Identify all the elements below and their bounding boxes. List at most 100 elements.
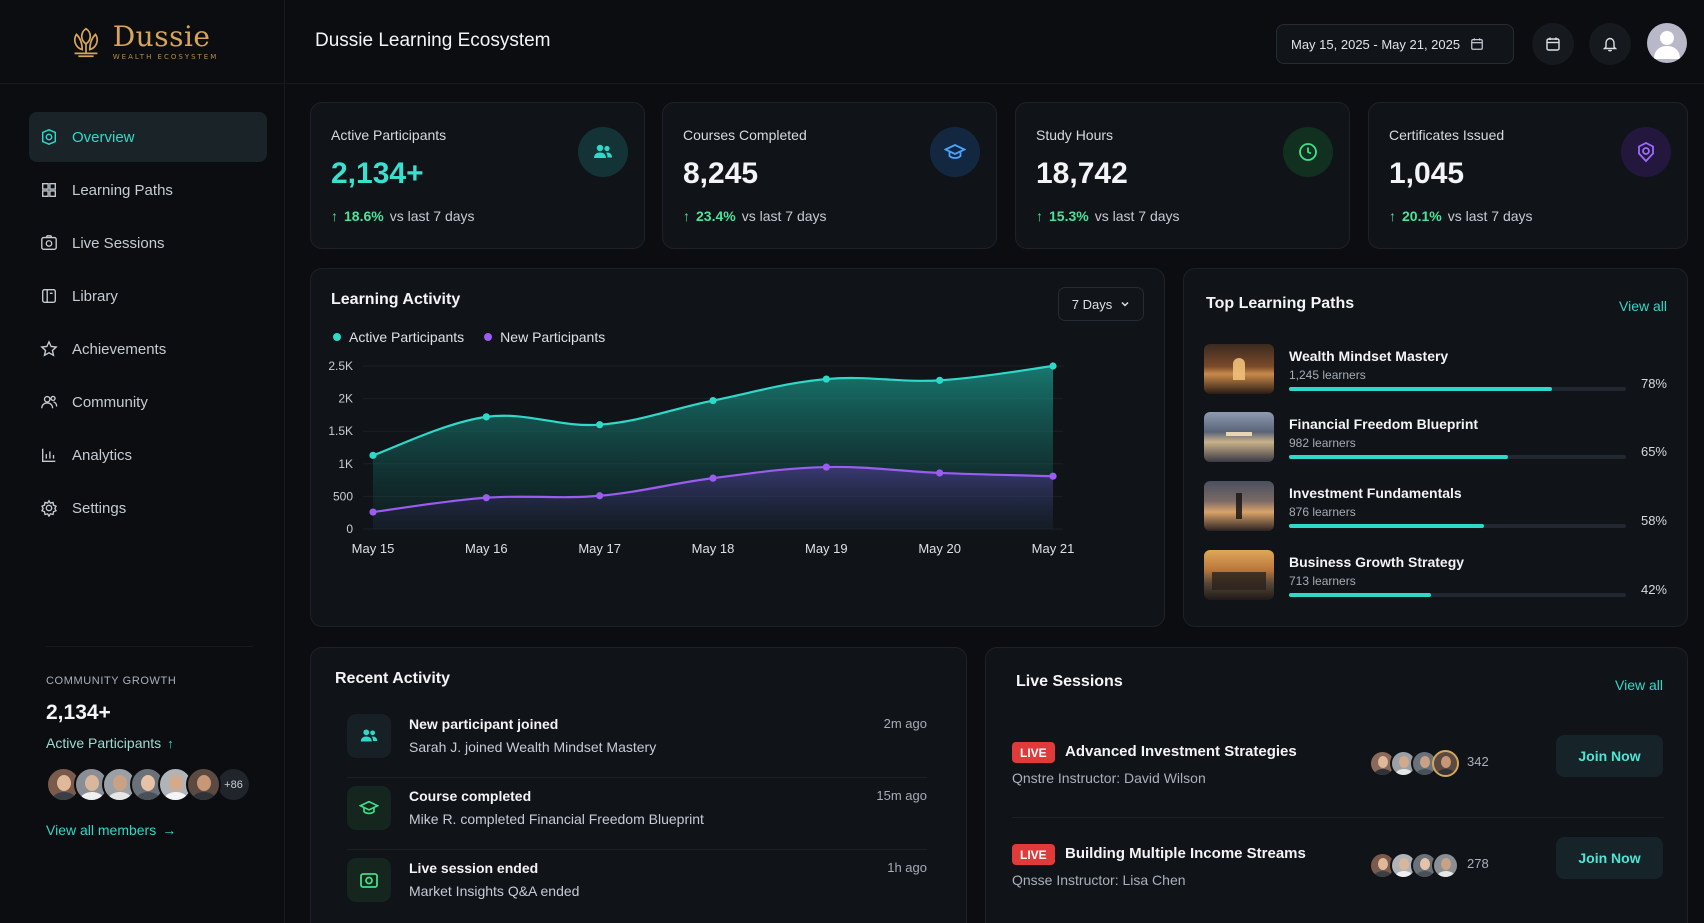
activity-desc: Market Insights Q&A ended: [409, 883, 580, 899]
x-tick-label: May 19: [805, 541, 848, 556]
path-progress-fill: [1289, 455, 1509, 459]
list-item[interactable]: Live session ended Market Insights Q&A e…: [347, 852, 927, 922]
x-tick-label: May 17: [578, 541, 621, 556]
view-all-members-label: View all members: [46, 822, 157, 838]
certificate-icon: [1621, 127, 1671, 177]
date-range-picker[interactable]: May 15, 2025 - May 21, 2025: [1276, 24, 1514, 64]
user-avatar[interactable]: [1647, 23, 1687, 63]
sidebar-item-label: Community: [72, 393, 148, 411]
activity-desc: Sarah J. joined Wealth Mindset Mastery: [409, 739, 657, 755]
community-growth: COMMUNITY GROWTH 2,134+ Active Participa…: [46, 646, 253, 838]
y-tick-label: 2K: [338, 392, 353, 406]
settings-icon: [40, 499, 58, 518]
arrow-up-icon: ↑: [331, 208, 338, 224]
join-now-button[interactable]: Join Now: [1556, 837, 1663, 879]
more-members-count[interactable]: +86: [216, 767, 251, 802]
calendar-icon: [1471, 38, 1483, 50]
legend-item-active[interactable]: Active Participants: [333, 329, 464, 345]
list-item[interactable]: Business Growth Strategy 713 learners 42…: [1204, 550, 1667, 602]
sidebar-item-overview[interactable]: Overview: [29, 112, 267, 162]
notifications-button[interactable]: [1589, 23, 1631, 65]
legend-dot: [484, 333, 493, 341]
stat-delta: ↑ 20.1% vs last 7 days: [1389, 208, 1533, 224]
view-all-sessions-link[interactable]: View all: [1615, 677, 1663, 693]
stat-label: Courses Completed: [683, 127, 807, 143]
sidebar-item-label: Achievements: [72, 340, 167, 358]
x-tick-label: May 21: [1032, 541, 1075, 556]
stat-delta-pct: 23.4%: [696, 208, 736, 224]
data-point: [822, 375, 830, 383]
y-tick-label: 0: [346, 522, 353, 536]
path-progress-fill: [1289, 387, 1552, 391]
legend-dot: [333, 333, 341, 341]
graduation-cap-icon: [930, 127, 980, 177]
path-name: Investment Fundamentals: [1289, 485, 1462, 501]
path-thumbnail: [1204, 412, 1274, 462]
list-item: LIVE Building Multiple Income Streams Qn…: [1012, 830, 1664, 920]
stat-label: Study Hours: [1036, 127, 1114, 143]
stat-delta: ↑ 23.4% vs last 7 days: [683, 208, 827, 224]
sidebar-item-live-sessions[interactable]: Live Sessions: [29, 218, 267, 268]
path-progress-track: [1289, 387, 1626, 391]
arrow-right-icon: →: [162, 822, 177, 838]
attendee-count: 342: [1467, 754, 1489, 769]
list-item[interactable]: Financial Freedom Blueprint 982 learners…: [1204, 412, 1667, 464]
sidebar-item-settings[interactable]: Settings: [29, 483, 267, 533]
path-percent: 58%: [1640, 513, 1667, 528]
learning-activity-card: Learning Activity 7 Days Active Particip…: [310, 268, 1165, 627]
arrow-up-icon: ↑: [683, 208, 690, 224]
list-item[interactable]: Wealth Mindset Mastery 1,245 learners 78…: [1204, 344, 1667, 396]
card-title: Top Learning Paths: [1206, 295, 1355, 312]
avatar: [102, 767, 137, 802]
data-point: [596, 421, 604, 429]
overview-icon: [40, 128, 58, 146]
avatar: [186, 767, 221, 802]
x-tick-label: May 16: [465, 541, 508, 556]
path-progress-track: [1289, 524, 1626, 528]
sidebar-item-library[interactable]: Library: [29, 271, 267, 321]
list-item[interactable]: Course completed Mike R. completed Finan…: [347, 780, 927, 850]
activity-time: 15m ago: [876, 788, 927, 803]
live-sessions-icon: [40, 234, 58, 252]
arrow-up-icon: ↑: [167, 735, 174, 751]
list-item[interactable]: New participant joined Sarah J. joined W…: [347, 708, 927, 778]
users-icon: [347, 714, 391, 758]
x-tick-label: May 15: [352, 541, 395, 556]
legend-label: New Participants: [500, 329, 606, 345]
x-tick-label: May 20: [918, 541, 961, 556]
sidebar-item-achievements[interactable]: Achievements: [29, 324, 267, 374]
path-learners: 1,245 learners: [1289, 368, 1366, 382]
users-icon: [578, 127, 628, 177]
view-all-paths-link[interactable]: View all: [1619, 298, 1667, 314]
card-title: Live Sessions: [1016, 673, 1123, 690]
date-range-label: May 15, 2025 - May 21, 2025: [1291, 36, 1461, 52]
y-tick-label: 1.5K: [328, 424, 353, 438]
view-all-members-link[interactable]: View all members →: [46, 822, 253, 838]
range-select[interactable]: 7 Days: [1058, 287, 1144, 321]
join-now-button[interactable]: Join Now: [1556, 735, 1663, 777]
stat-card-courses-completed: Courses Completed 8,245 ↑ 23.4% vs last …: [662, 102, 997, 249]
stat-delta-text: vs last 7 days: [741, 208, 827, 224]
brand[interactable]: Dussie WEALTH ECOSYSTEM: [0, 0, 285, 84]
calendar-button[interactable]: [1532, 23, 1574, 65]
list-item[interactable]: Investment Fundamentals 876 learners 58%: [1204, 481, 1667, 533]
sidebar-item-analytics[interactable]: Analytics: [29, 430, 267, 480]
chevron-down-icon: [1120, 297, 1130, 312]
member-avatars[interactable]: +86: [46, 767, 253, 802]
sidebar-item-community[interactable]: Community: [29, 377, 267, 427]
stat-delta-pct: 20.1%: [1402, 208, 1442, 224]
path-progress-track: [1289, 593, 1626, 597]
data-point: [936, 469, 944, 477]
sidebar-item-label: Overview: [72, 128, 135, 146]
legend-item-new[interactable]: New Participants: [484, 329, 605, 345]
data-point: [936, 376, 944, 384]
list-item: LIVE Advanced Investment Strategies Qnst…: [1012, 728, 1664, 818]
arrow-up-icon: ↑: [1389, 208, 1396, 224]
path-thumbnail: [1204, 481, 1274, 531]
live-badge: LIVE: [1012, 742, 1055, 763]
sidebar-item-learning-paths[interactable]: Learning Paths: [29, 165, 267, 215]
graduation-cap-icon: [347, 786, 391, 830]
attendee-avatars: [1369, 852, 1459, 879]
data-point: [369, 508, 377, 516]
